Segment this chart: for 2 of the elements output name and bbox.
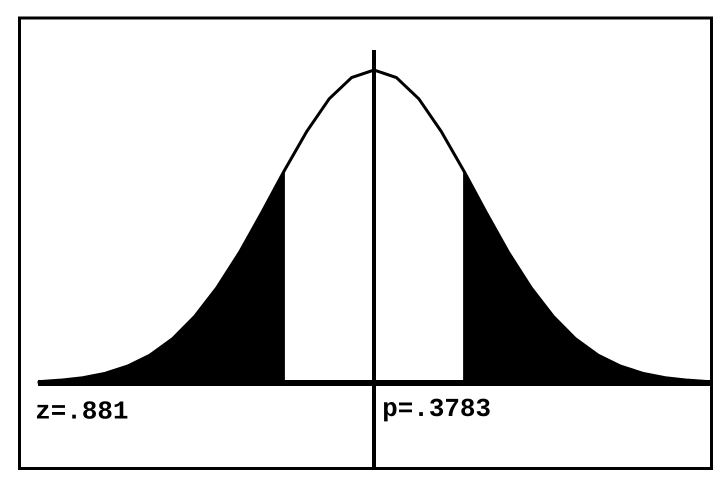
text: z=.881 bbox=[36, 401, 128, 419]
text: p=.3783 bbox=[384, 398, 490, 422]
